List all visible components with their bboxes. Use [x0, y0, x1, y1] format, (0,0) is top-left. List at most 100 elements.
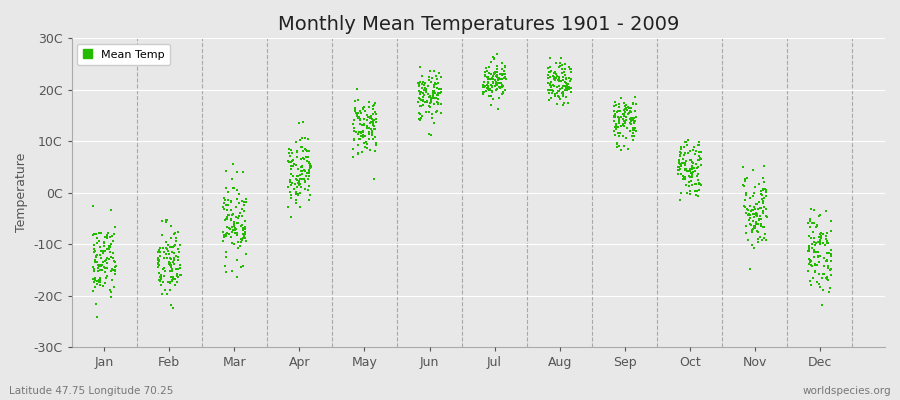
Point — [555, 66, 570, 72]
Point — [290, 148, 304, 154]
Point — [150, 264, 165, 270]
Point — [103, 234, 117, 240]
Point — [824, 266, 839, 272]
Point — [284, 192, 299, 198]
Point — [563, 66, 578, 73]
Point — [741, 212, 755, 218]
Point — [238, 229, 252, 236]
Point — [169, 266, 184, 272]
Point — [492, 84, 507, 90]
Point — [293, 136, 308, 143]
Point — [97, 234, 112, 240]
Point — [802, 261, 816, 267]
Point — [108, 268, 122, 274]
Point — [739, 230, 753, 237]
Point — [691, 139, 706, 145]
Point — [289, 189, 303, 196]
Point — [484, 76, 499, 82]
Point — [366, 136, 381, 142]
Point — [563, 69, 578, 75]
Point — [559, 86, 573, 92]
Point — [626, 130, 641, 136]
Point — [549, 71, 563, 77]
Point — [164, 223, 178, 229]
Point — [92, 230, 106, 236]
Point — [302, 159, 317, 166]
Point — [297, 176, 311, 182]
Point — [753, 213, 768, 220]
Point — [220, 189, 235, 196]
Point — [736, 164, 751, 170]
Point — [220, 206, 234, 213]
Point — [620, 107, 634, 113]
Point — [483, 93, 498, 99]
Point — [694, 162, 708, 168]
Point — [163, 280, 177, 286]
Point — [749, 200, 763, 207]
Point — [221, 197, 236, 203]
Point — [552, 76, 566, 82]
Point — [357, 122, 372, 128]
Point — [743, 266, 758, 272]
Point — [626, 118, 641, 125]
Point — [478, 72, 492, 78]
Point — [608, 113, 622, 119]
Point — [554, 55, 568, 61]
Point — [227, 223, 241, 229]
Point — [811, 254, 825, 260]
Point — [284, 150, 299, 156]
Point — [623, 108, 637, 114]
Point — [291, 166, 305, 172]
Point — [627, 127, 642, 133]
Point — [88, 300, 103, 307]
Point — [491, 80, 505, 86]
Point — [151, 249, 166, 256]
Point — [416, 97, 430, 103]
Point — [677, 152, 691, 158]
Point — [358, 108, 373, 114]
Point — [478, 83, 492, 89]
Point — [814, 234, 828, 240]
Point — [413, 102, 428, 109]
Point — [493, 84, 508, 91]
Point — [739, 210, 753, 216]
Point — [363, 120, 377, 126]
Point — [99, 265, 113, 272]
Point — [159, 246, 174, 252]
Point — [689, 173, 704, 180]
Point — [737, 183, 751, 189]
Point — [692, 187, 706, 194]
Point — [426, 90, 440, 97]
Point — [671, 164, 686, 170]
Point — [686, 160, 700, 166]
Point — [608, 102, 623, 108]
Point — [347, 98, 362, 104]
Point — [411, 82, 426, 89]
Point — [482, 76, 496, 82]
Point — [431, 96, 446, 102]
Point — [230, 169, 244, 175]
Point — [476, 83, 491, 90]
Point — [294, 155, 309, 162]
Point — [489, 73, 503, 80]
Point — [298, 167, 312, 174]
Point — [824, 252, 839, 259]
Point — [284, 179, 298, 186]
Point — [158, 218, 173, 225]
Point — [685, 166, 699, 172]
Point — [608, 126, 623, 132]
Point — [422, 104, 436, 110]
Point — [234, 264, 248, 270]
Point — [352, 128, 366, 135]
Point — [429, 75, 444, 82]
Point — [363, 120, 377, 126]
Point — [690, 177, 705, 184]
Point — [104, 241, 118, 247]
Point — [555, 102, 570, 108]
Y-axis label: Temperature: Temperature — [15, 153, 28, 232]
Point — [354, 132, 368, 139]
Point — [483, 58, 498, 65]
Point — [810, 248, 824, 255]
Point — [301, 170, 315, 176]
Point — [809, 262, 824, 268]
